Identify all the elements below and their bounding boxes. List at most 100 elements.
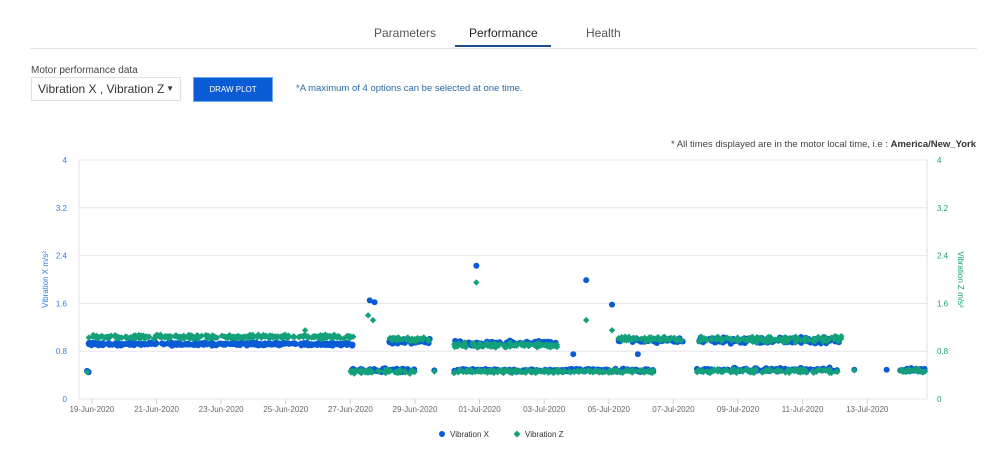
vibration-z-point: [800, 366, 808, 373]
x-tick-label: 19-Jun-2020: [69, 405, 114, 414]
vibration-z-point: [792, 339, 799, 346]
vibration-x-point: [209, 342, 216, 349]
vibration-z-point: [189, 334, 197, 342]
y-tick-label-right: 2.4: [937, 252, 949, 261]
vibration-z-point: [473, 279, 480, 286]
vibration-z-point: [719, 368, 726, 376]
vibration-z-point: [575, 368, 583, 376]
vibration-z-point: [511, 342, 518, 349]
vibration-z-point: [491, 367, 498, 375]
vibration-z-point: [362, 368, 369, 375]
y-tick-label-right: 0: [937, 395, 942, 404]
vibration-z-point: [515, 367, 523, 374]
vibration-z-point: [599, 368, 607, 376]
vibration-x-point: [94, 340, 101, 347]
y-tick-label-left: 3.2: [56, 204, 68, 213]
vibration-x-point: [141, 341, 148, 348]
vibration-z-point: [762, 368, 769, 375]
vibration-z-point: [698, 333, 705, 340]
vibration-z-point: [704, 368, 711, 375]
vibration-z-point: [232, 333, 239, 341]
vibration-z-point: [164, 332, 172, 340]
vibration-z-point: [409, 337, 416, 344]
vibration-z-point: [172, 332, 179, 340]
x-tick-label: 13-Jul-2020: [846, 405, 889, 414]
vibration-z-point: [792, 333, 799, 340]
vibration-x-point: [259, 341, 266, 348]
vibration-z-point: [500, 341, 508, 349]
vibration-z-point: [462, 343, 470, 351]
y-axis-label-right: Vibration Z m/s²: [956, 251, 965, 308]
performance-data-select[interactable]: Vibration X , Vibration Z ▼: [31, 77, 181, 101]
vibration-z-point: [816, 366, 823, 373]
vibration-x-point: [203, 340, 210, 347]
vibration-z-point: [565, 368, 573, 375]
vibration-z-point: [781, 337, 789, 344]
selected-value: Vibration X , Vibration Z: [38, 82, 165, 96]
y-tick-label-right: 1.6: [937, 299, 949, 308]
vibration-z-point: [411, 368, 418, 376]
tab-parameters[interactable]: Parameters: [374, 26, 437, 40]
vibration-z-point: [553, 343, 561, 351]
field-label: Motor performance data: [31, 65, 138, 76]
vibration-x-point: [634, 351, 641, 358]
vibration-z-point: [195, 335, 202, 342]
vibration-z-point: [525, 342, 532, 350]
vibration-z-point: [744, 336, 751, 344]
vibration-z-point: [414, 335, 421, 343]
vibration-z-point: [714, 368, 722, 375]
vibration-z-point: [604, 368, 612, 376]
vibration-z-point: [105, 333, 112, 340]
x-tick-label: 09-Jul-2020: [717, 405, 760, 414]
vibration-z-point: [521, 342, 528, 350]
vibration-z-point: [622, 367, 630, 375]
vibration-z-point: [185, 331, 192, 339]
vibration-z-point: [751, 368, 759, 376]
vibration-x-point: [127, 339, 134, 346]
y-tick-label-left: 2.4: [56, 252, 68, 261]
vibration-x-point: [194, 342, 201, 349]
vibration-z-point: [271, 333, 279, 340]
vibration-z-point: [394, 335, 402, 343]
vibration-z-point: [507, 368, 514, 376]
active-tab-indicator: [455, 45, 551, 47]
vibration-z-point: [325, 333, 333, 340]
vibration-z-point: [533, 369, 540, 376]
vibration-z-point: [474, 344, 481, 351]
vibration-z-point: [350, 333, 357, 340]
vibration-z-point: [480, 342, 488, 350]
vibration-x-point: [322, 341, 329, 348]
vibration-z-point: [464, 367, 471, 374]
plot-frame: [78, 159, 928, 400]
vibration-z-point: [227, 333, 235, 340]
vibration-z-point: [123, 333, 130, 341]
vibration-z-point: [765, 333, 772, 341]
vibration-z-point: [532, 342, 539, 349]
vibration-z-point: [153, 333, 160, 340]
draw-plot-button[interactable]: DRAW PLOT: [193, 77, 273, 102]
vibration-z-point: [137, 333, 144, 340]
vibration-x-point: [473, 262, 480, 269]
vibration-z-point: [696, 338, 703, 345]
vibration-z-point: [419, 336, 426, 343]
vibration-z-point: [142, 333, 150, 340]
vibration-x-point: [343, 339, 350, 346]
vibration-z-point: [347, 368, 355, 376]
tab-performance[interactable]: Performance: [469, 26, 538, 40]
vibration-z-point: [206, 335, 214, 342]
vibration-x-point: [371, 299, 378, 306]
vibration-z-point: [290, 333, 298, 340]
vibration-z-point: [728, 337, 736, 344]
vibration-z-point: [267, 333, 275, 341]
x-tick-label: 29-Jun-2020: [393, 405, 438, 414]
tab-health[interactable]: Health: [586, 26, 621, 40]
vibration-z-point: [455, 369, 462, 376]
vibration-z-point: [753, 339, 760, 346]
vibration-z-point: [645, 367, 652, 374]
vibration-z-point: [707, 368, 715, 376]
vibration-z-point: [591, 367, 599, 375]
vibration-x-point: [268, 341, 275, 348]
vibration-z-point: [734, 337, 742, 345]
vibration-x-point: [609, 301, 616, 308]
vibration-z-point: [85, 334, 93, 341]
